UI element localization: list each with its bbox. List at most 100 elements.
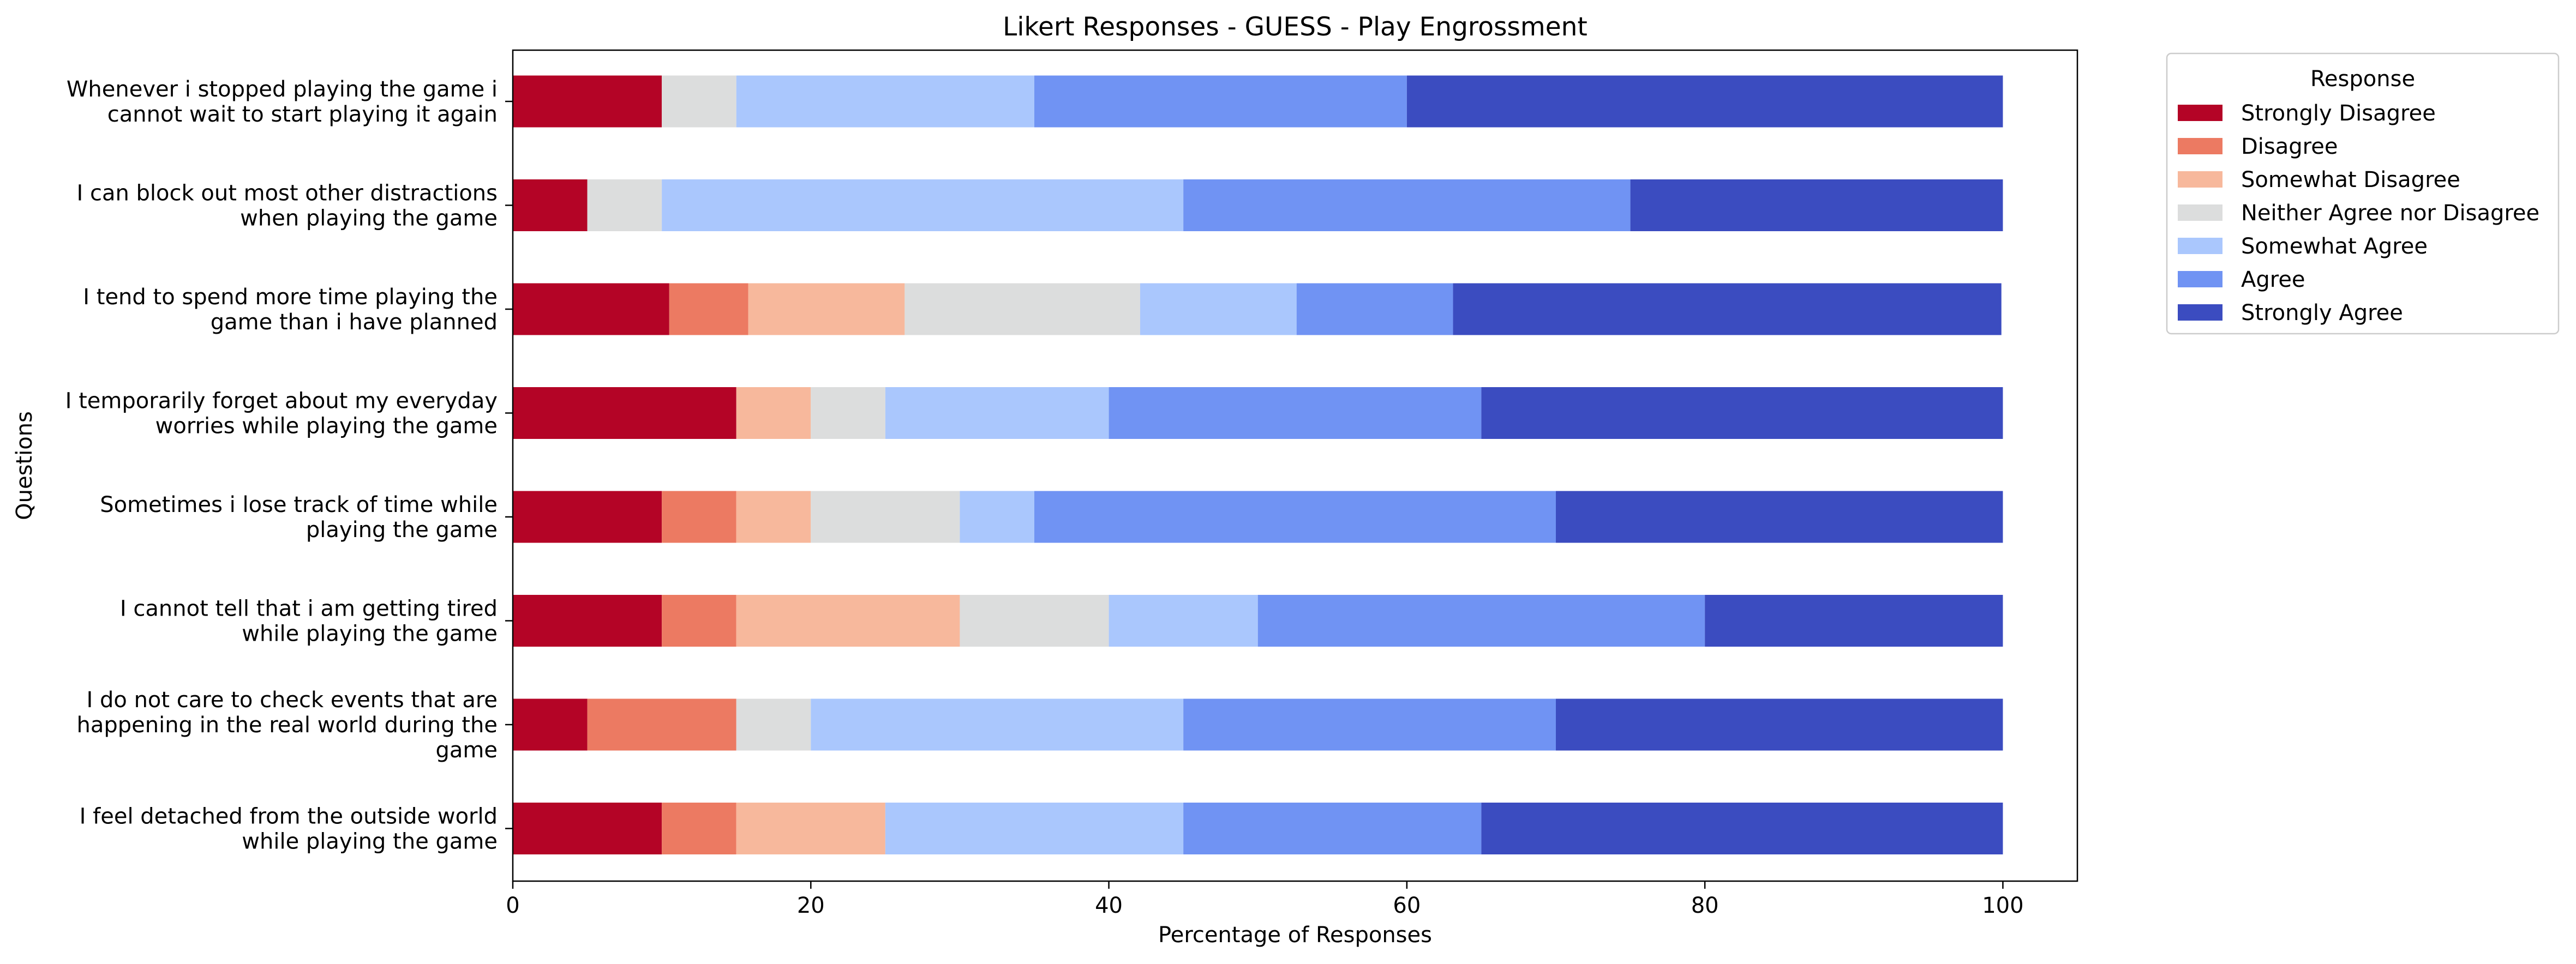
bar-q3-strongly-agree bbox=[1453, 283, 2002, 335]
legend-swatch bbox=[2178, 238, 2222, 254]
bar-q3-somewhat-disagree bbox=[748, 283, 905, 335]
bar-q7-strongly-disagree bbox=[513, 698, 588, 751]
question-label-3: I tend to spend more time playing the gam… bbox=[83, 285, 498, 335]
legend: Response Strongly Disagree Disagree Somewh… bbox=[2166, 52, 2560, 335]
bar-q5-somewhat-agree bbox=[960, 491, 1034, 543]
bar-q2-strongly-agree bbox=[1630, 179, 2003, 231]
question-label-line: while playing the game bbox=[242, 622, 498, 647]
bar-q5-strongly-agree bbox=[1556, 491, 2003, 543]
bar-q1-agree bbox=[1034, 75, 1407, 128]
bar-q4-agree bbox=[1109, 387, 1482, 439]
bar-q7-neither-agree-nor-disagree bbox=[736, 698, 811, 751]
question-label-7: I do not care to check events that are ha… bbox=[77, 688, 498, 763]
bar-q2-neither-agree-nor-disagree bbox=[587, 179, 662, 231]
question-label-line: I feel detached from the outside world bbox=[80, 804, 498, 829]
bar-q7-somewhat-agree bbox=[811, 698, 1184, 751]
bar-q4-somewhat-agree bbox=[885, 387, 1109, 439]
bar-q5-agree bbox=[1034, 491, 1556, 543]
question-label-line: game bbox=[436, 738, 498, 763]
x-tick-label: 60 bbox=[1393, 893, 1421, 918]
legend-title: Response bbox=[2310, 67, 2415, 92]
bar-q1-strongly-agree bbox=[1406, 75, 2003, 128]
bar-q3-disagree bbox=[669, 283, 748, 335]
x-tick-label: 40 bbox=[1095, 893, 1123, 918]
bar-q5-neither-agree-nor-disagree bbox=[811, 491, 960, 543]
bar-q6-neither-agree-nor-disagree bbox=[960, 595, 1109, 647]
question-label-line: I cannot tell that i am getting tired bbox=[120, 597, 498, 622]
legend-swatch bbox=[2178, 138, 2222, 154]
question-label-line: I can block out most other distractions bbox=[76, 181, 498, 206]
bar-q8-disagree bbox=[662, 803, 736, 854]
legend-swatch bbox=[2178, 204, 2222, 221]
question-label-line: worries while playing the game bbox=[155, 414, 498, 439]
bar-q6-strongly-agree bbox=[1705, 595, 2003, 647]
legend-swatch bbox=[2178, 171, 2222, 188]
chart-title: Likert Responses - GUESS - Play Engrossm… bbox=[1003, 12, 1587, 42]
y-axis: Whenever i stopped playing the game i can… bbox=[65, 77, 513, 854]
question-label-line: I do not care to check events that are bbox=[86, 688, 498, 713]
question-label-line: I tend to spend more time playing the bbox=[83, 285, 498, 310]
bar-q1-somewhat-agree bbox=[736, 75, 1034, 128]
x-tick-label: 80 bbox=[1691, 893, 1719, 918]
question-label-1: Whenever i stopped playing the game i can… bbox=[67, 77, 498, 127]
legend-label: Strongly Agree bbox=[2241, 300, 2403, 326]
bar-q6-somewhat-agree bbox=[1109, 595, 1258, 647]
bar-q6-agree bbox=[1257, 595, 1705, 647]
x-tick-label: 100 bbox=[1982, 893, 2023, 918]
bar-q3-neither-agree-nor-disagree bbox=[904, 283, 1140, 335]
question-label-5: Sometimes i lose track of time while play… bbox=[100, 492, 498, 543]
bar-q3-strongly-disagree bbox=[513, 283, 669, 335]
bar-q8-strongly-agree bbox=[1481, 803, 2003, 854]
x-tick-label: 20 bbox=[797, 893, 825, 918]
question-label-line: Sometimes i lose track of time while bbox=[100, 492, 498, 517]
bar-q8-somewhat-disagree bbox=[736, 803, 885, 854]
legend-label: Agree bbox=[2241, 267, 2305, 292]
plot-frame bbox=[512, 49, 2078, 882]
bar-q8-agree bbox=[1183, 803, 1482, 854]
bar-q2-strongly-disagree bbox=[513, 179, 588, 231]
bar-q4-neither-agree-nor-disagree bbox=[811, 387, 885, 439]
bar-q8-strongly-disagree bbox=[513, 803, 662, 854]
bar-q4-somewhat-disagree bbox=[736, 387, 811, 439]
x-axis-label: Percentage of Responses bbox=[1158, 923, 1432, 948]
bar-q4-strongly-disagree bbox=[513, 387, 736, 439]
legend-label: Strongly Disagree bbox=[2241, 101, 2436, 126]
question-label-8: I feel detached from the outside world wh… bbox=[80, 804, 498, 854]
legend-label: Somewhat Disagree bbox=[2241, 167, 2460, 192]
legend-swatch bbox=[2178, 304, 2222, 321]
bar-q1-strongly-disagree bbox=[513, 75, 662, 128]
question-label-line: cannot wait to start playing it again bbox=[107, 102, 498, 127]
bar-q2-somewhat-agree bbox=[662, 179, 1184, 231]
bar-q7-disagree bbox=[587, 698, 736, 751]
bar-q5-disagree bbox=[662, 491, 736, 543]
bar-q7-agree bbox=[1183, 698, 1556, 751]
question-label-line: while playing the game bbox=[242, 829, 498, 854]
legend-swatch bbox=[2178, 271, 2222, 287]
legend-swatch bbox=[2178, 105, 2222, 121]
bar-q5-strongly-disagree bbox=[513, 491, 662, 543]
legend-items: Strongly Disagree Disagree Somewhat Disagr… bbox=[2178, 101, 2539, 326]
legend-label: Neither Agree nor Disagree bbox=[2241, 201, 2539, 226]
bar-q6-disagree bbox=[662, 595, 736, 647]
legend-label: Somewhat Agree bbox=[2241, 234, 2428, 259]
question-label-line: when playing the game bbox=[240, 206, 498, 231]
question-label-4: I temporarily forget about my everyday wo… bbox=[65, 389, 498, 439]
bar-q5-somewhat-disagree bbox=[736, 491, 811, 543]
bar-q8-somewhat-agree bbox=[885, 803, 1184, 854]
question-label-6: I cannot tell that i am getting tired whi… bbox=[120, 597, 498, 647]
bar-q2-agree bbox=[1183, 179, 1631, 231]
legend-box bbox=[2166, 52, 2560, 335]
question-label-line: happening in the real world during the bbox=[77, 713, 498, 738]
question-label-2: I can block out most other distractions w… bbox=[76, 181, 498, 231]
x-tick-label: 0 bbox=[506, 893, 519, 918]
question-label-line: game than i have planned bbox=[211, 310, 498, 335]
bar-q1-neither-agree-nor-disagree bbox=[662, 75, 736, 128]
x-axis: 0 20 40 60 80 100 bbox=[506, 881, 2024, 918]
question-label-line: playing the game bbox=[306, 517, 498, 543]
question-label-line: Whenever i stopped playing the game i bbox=[67, 77, 498, 102]
bar-q3-agree bbox=[1296, 283, 1453, 335]
y-axis-label: Questions bbox=[12, 411, 37, 520]
bar-q7-strongly-agree bbox=[1556, 698, 2003, 751]
question-label-line: I temporarily forget about my everyday bbox=[65, 389, 498, 414]
